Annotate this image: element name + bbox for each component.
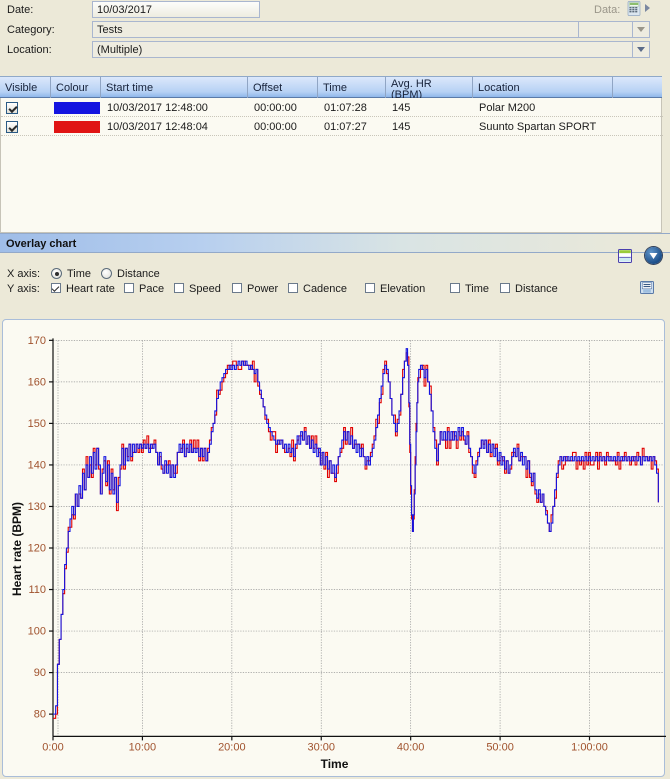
svg-text:120: 120 (28, 543, 46, 555)
svg-text:0:00: 0:00 (42, 741, 63, 753)
svg-text:50:00: 50:00 (486, 741, 514, 753)
svg-text:20:00: 20:00 (218, 741, 246, 753)
svg-text:150: 150 (28, 418, 46, 430)
svg-text:1:00:00: 1:00:00 (571, 741, 608, 753)
svg-text:140: 140 (28, 459, 46, 471)
svg-text:100: 100 (28, 626, 46, 638)
svg-text:80: 80 (34, 709, 46, 721)
svg-text:130: 130 (28, 501, 46, 513)
svg-text:90: 90 (34, 667, 46, 679)
svg-text:160: 160 (28, 376, 46, 388)
svg-text:170: 170 (28, 335, 46, 347)
svg-text:110: 110 (28, 584, 46, 596)
svg-text:40:00: 40:00 (397, 741, 425, 753)
svg-text:10:00: 10:00 (129, 741, 157, 753)
svg-text:30:00: 30:00 (307, 741, 335, 753)
